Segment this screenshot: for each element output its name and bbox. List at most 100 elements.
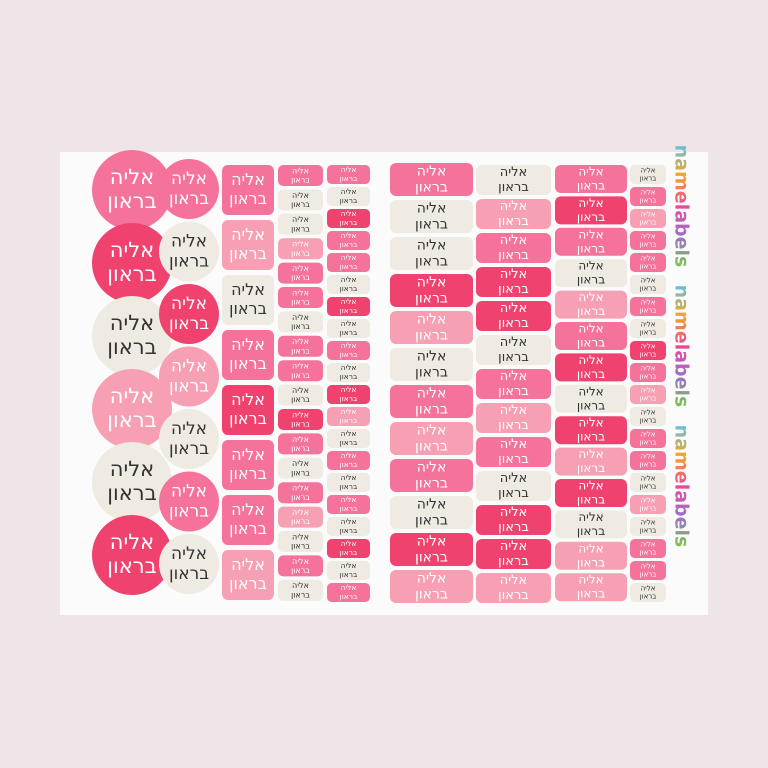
label-first-name: אליה bbox=[578, 227, 603, 241]
label-shape bbox=[630, 297, 666, 316]
label-shape bbox=[630, 451, 666, 470]
label-first-name: אליה bbox=[641, 562, 656, 570]
label-last-name: בראון bbox=[577, 273, 605, 287]
label-shape bbox=[630, 407, 666, 426]
label-last-name: בראון bbox=[107, 335, 156, 359]
label-shape bbox=[555, 479, 627, 507]
label-last-name: בראון bbox=[229, 244, 267, 263]
label-last-name: בראון bbox=[291, 322, 310, 331]
label-last-name: בראון bbox=[415, 254, 448, 270]
label-shape bbox=[92, 296, 172, 376]
label-last-name: בראון bbox=[291, 298, 310, 307]
label-last-name: בראון bbox=[340, 174, 358, 183]
label-last-name: בראון bbox=[229, 464, 267, 483]
label-shape bbox=[555, 573, 627, 602]
label-last-name: בראון bbox=[640, 351, 657, 359]
label-first-name: אליה bbox=[500, 335, 527, 350]
label-first-name: אליה bbox=[231, 445, 265, 464]
label-shape bbox=[630, 561, 666, 580]
label-last-name: בראון bbox=[169, 314, 209, 334]
label-last-name: בראון bbox=[340, 526, 358, 535]
label-last-name: בראון bbox=[291, 249, 310, 258]
label-last-name: בראון bbox=[640, 571, 657, 579]
brand-logo: namelabels bbox=[671, 145, 693, 268]
label-shape bbox=[327, 517, 370, 536]
label-first-name: אליה bbox=[641, 584, 656, 592]
label-last-name: בראון bbox=[498, 282, 529, 297]
label-first-name: אליה bbox=[341, 275, 357, 284]
label-shape bbox=[327, 187, 370, 206]
label-shape bbox=[327, 253, 370, 272]
label-shape bbox=[92, 150, 172, 230]
label-first-name: אליה bbox=[292, 484, 309, 493]
label-first-name: אליה bbox=[500, 301, 527, 316]
label-first-name: אליה bbox=[578, 259, 603, 273]
label-first-name: אליה bbox=[641, 188, 656, 196]
label-first-name: אליה bbox=[341, 187, 357, 196]
label-first-name: אליה bbox=[417, 533, 447, 549]
label-shape bbox=[278, 579, 323, 601]
label-last-name: בראון bbox=[340, 372, 358, 381]
label-last-name: בראון bbox=[640, 417, 657, 425]
label-first-name: אליה bbox=[171, 357, 207, 377]
label-first-name: אליה bbox=[171, 544, 207, 564]
label-shape bbox=[327, 275, 370, 294]
label-last-name: בראון bbox=[340, 284, 358, 293]
label-shape bbox=[630, 363, 666, 382]
label-last-name: בראון bbox=[640, 197, 657, 205]
label-first-name: אליה bbox=[292, 508, 309, 517]
label-last-name: בראון bbox=[291, 517, 310, 526]
label-shape bbox=[630, 209, 666, 228]
label-last-name: בראון bbox=[229, 299, 267, 318]
label-first-name: אליה bbox=[171, 294, 207, 314]
label-last-name: בראון bbox=[340, 262, 358, 271]
label-first-name: אליה bbox=[578, 384, 603, 398]
label-last-name: בראון bbox=[291, 444, 310, 453]
label-first-name: אליה bbox=[578, 447, 603, 461]
label-first-name: אליה bbox=[341, 561, 357, 570]
label-shape bbox=[476, 505, 551, 535]
label-shape bbox=[630, 517, 666, 536]
label-shape bbox=[390, 496, 473, 529]
label-last-name: בראון bbox=[340, 460, 358, 469]
label-shape bbox=[327, 209, 370, 228]
label-last-name: בראון bbox=[169, 251, 209, 271]
label-shape bbox=[390, 385, 473, 418]
label-first-name: אליה bbox=[341, 385, 357, 394]
brand-logo: namelabels bbox=[671, 285, 693, 408]
label-first-name: אליה bbox=[641, 408, 656, 416]
label-first-name: אליה bbox=[110, 530, 154, 554]
label-shape bbox=[278, 335, 323, 357]
label-first-name: אליה bbox=[292, 215, 309, 224]
label-shape bbox=[630, 429, 666, 448]
label-first-name: אליה bbox=[292, 313, 309, 322]
label-shape bbox=[476, 267, 551, 297]
label-last-name: בראון bbox=[340, 306, 358, 315]
label-first-name: אליה bbox=[641, 452, 656, 460]
